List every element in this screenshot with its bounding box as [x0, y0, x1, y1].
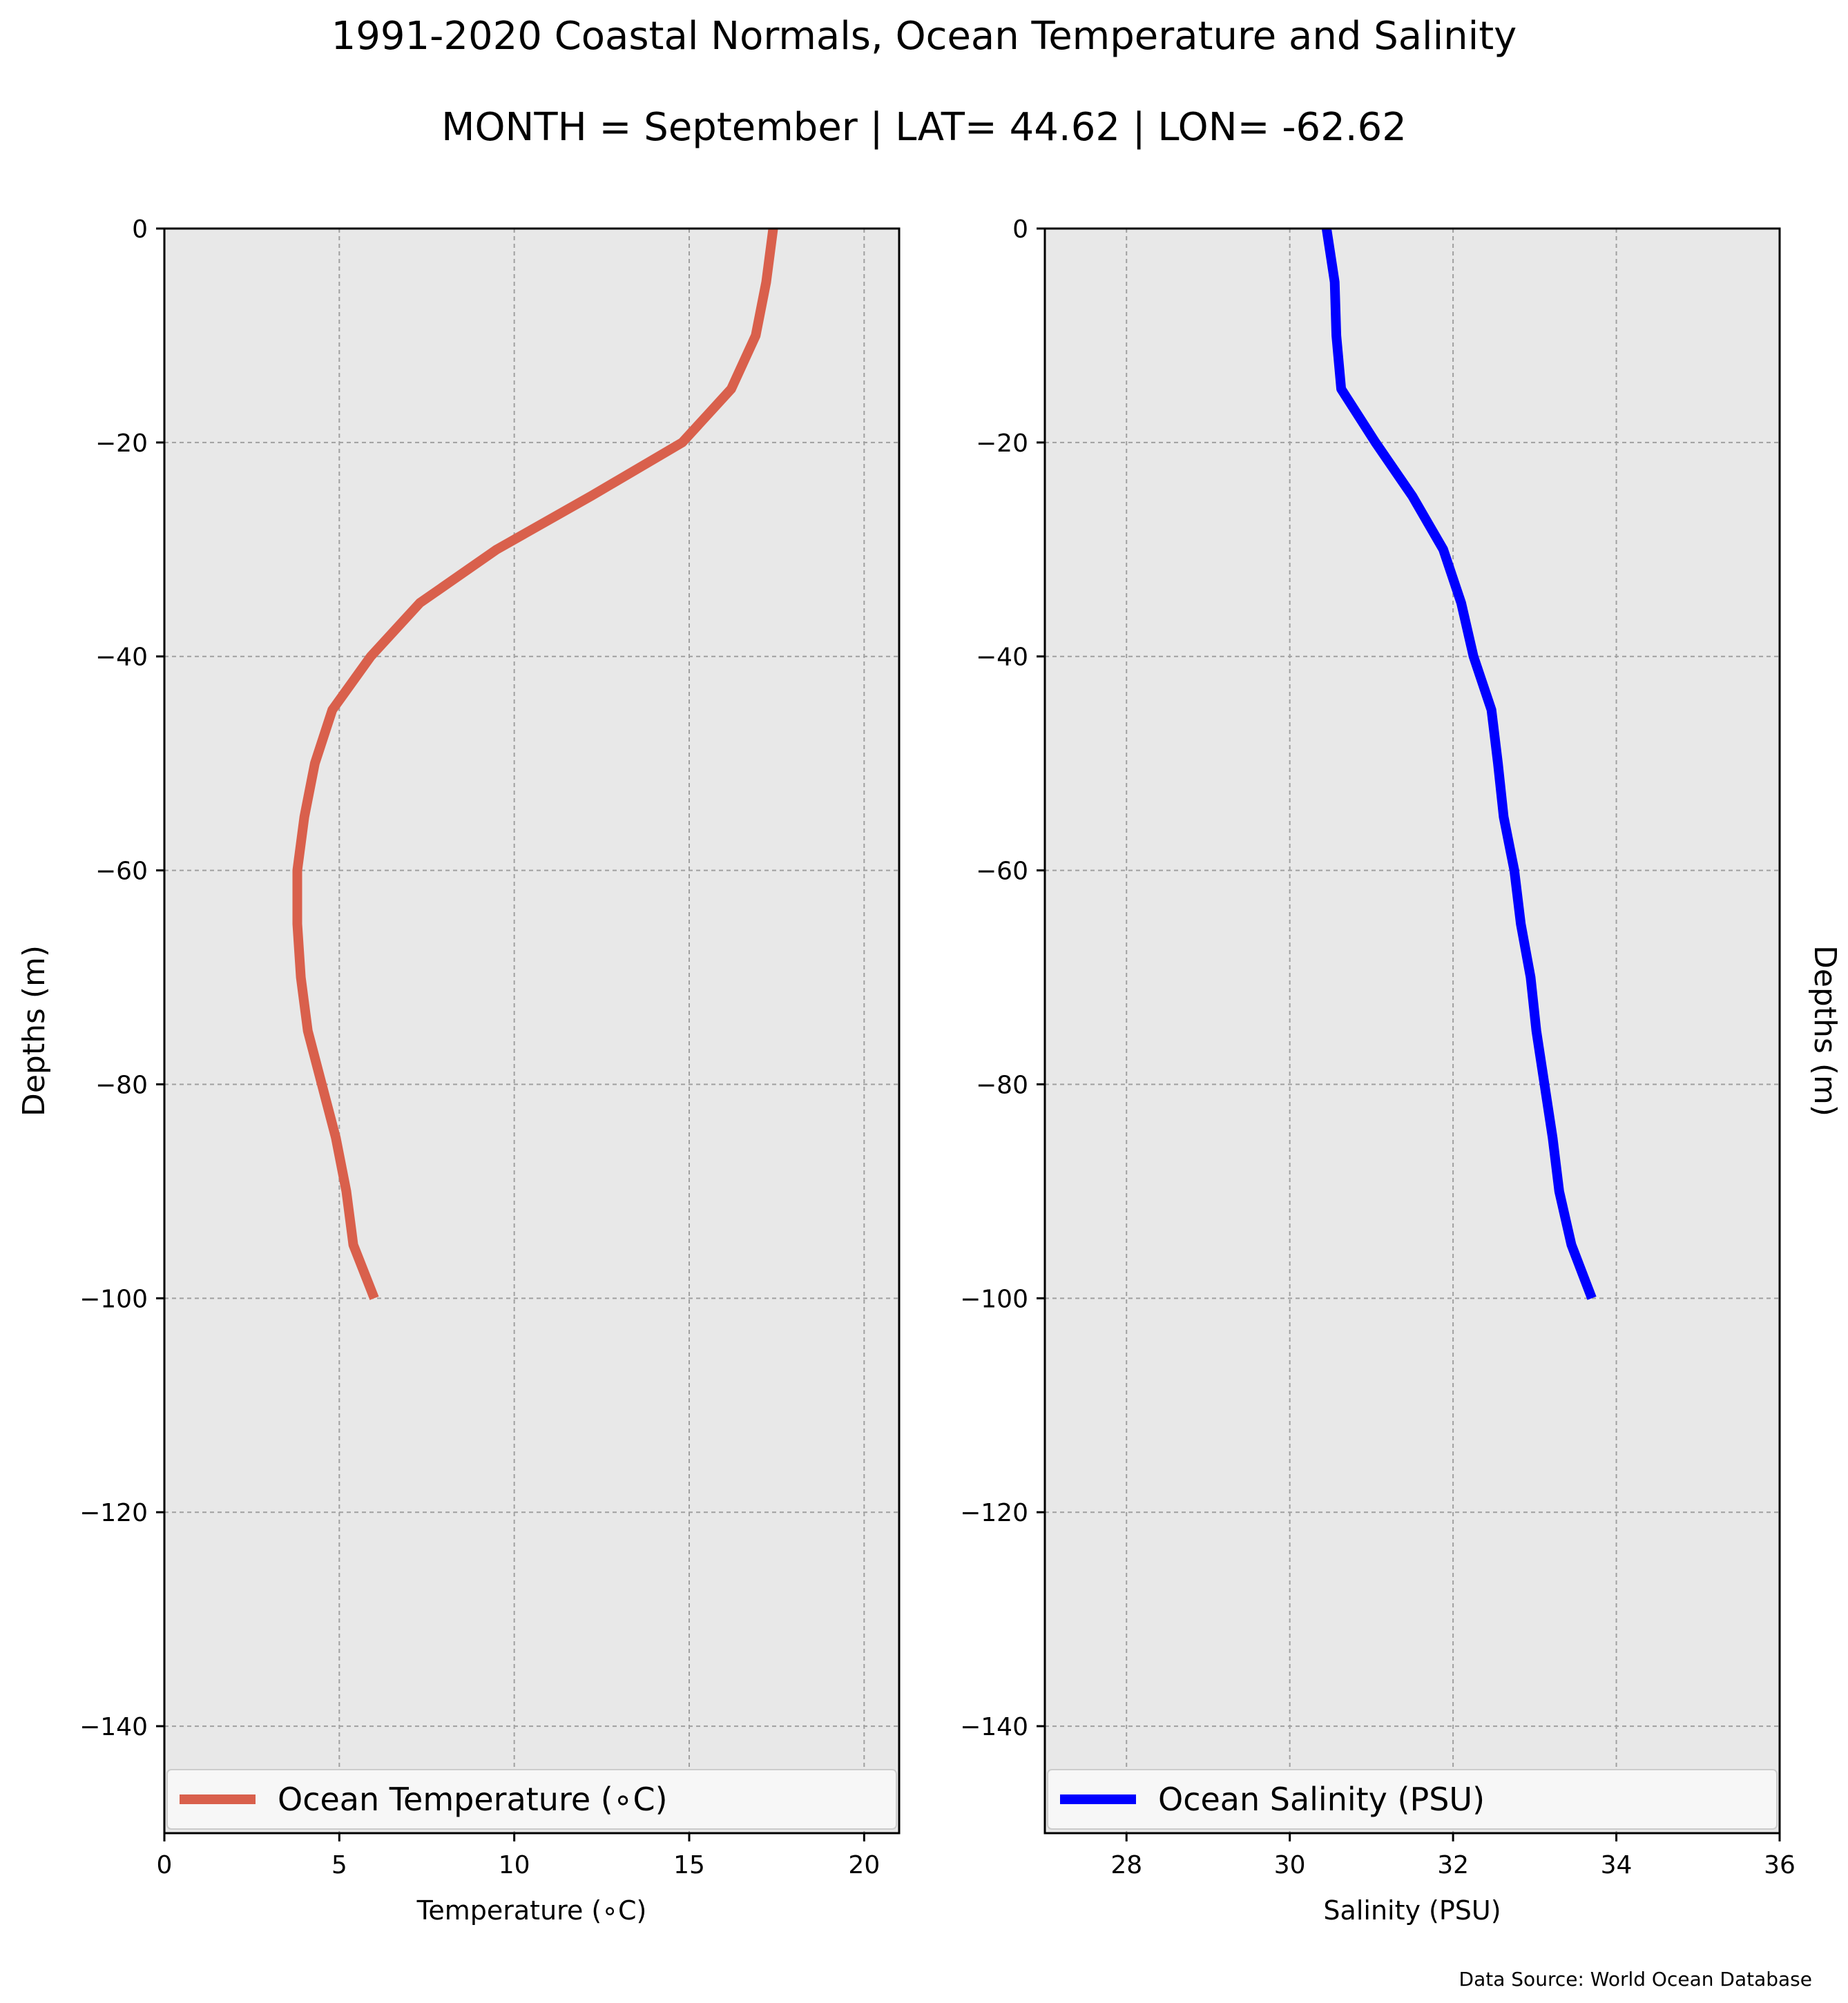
x-tick-label: 10	[499, 1851, 530, 1879]
x-tick-label: 36	[1764, 1851, 1796, 1879]
y-tick-label: −140	[960, 1713, 1028, 1741]
y-axis-label: Depths (m)	[17, 945, 52, 1116]
y-tick-label: −120	[960, 1499, 1028, 1527]
series-line-temperature	[292, 228, 778, 1300]
temperature-panel: Ocean Temperature (∘C) 0 5 10 15 20 0 −20 −40 −60…	[17, 215, 901, 1926]
salinity-panel: Ocean Salinity (PSU) 28 30 32 34 36 0 −20 −40 −60…	[960, 215, 1842, 1926]
chart-subtitle: MONTH = September | LAT= 44.62 | LON= -6…	[441, 105, 1407, 150]
y-tick-label: −60	[976, 858, 1028, 886]
y-axis-label: Depths (m)	[1807, 945, 1842, 1116]
plot-area	[1045, 229, 1780, 1833]
y-tick-label: −60	[95, 858, 148, 886]
y-tick-label: −120	[79, 1499, 148, 1527]
y-tick-label: −100	[960, 1285, 1028, 1313]
y-tick-label: −140	[79, 1713, 148, 1741]
y-tick-label: 0	[132, 215, 148, 244]
y-tick-label: −40	[95, 644, 148, 672]
x-axis-label: Temperature (∘C)	[416, 1895, 647, 1926]
y-tick-label: −20	[976, 429, 1028, 458]
y-tick-label: −100	[79, 1285, 148, 1313]
x-tick-label: 0	[157, 1851, 173, 1879]
x-tick-label: 5	[331, 1851, 347, 1879]
legend-label: Ocean Salinity (PSU)	[1158, 1781, 1485, 1818]
x-tick-label: 15	[673, 1851, 705, 1879]
y-tick-label: −40	[976, 644, 1028, 672]
axes-frame	[1043, 227, 1781, 1835]
legend-label: Ocean Temperature (∘C)	[278, 1781, 668, 1818]
y-tick-label: −20	[95, 429, 148, 458]
axes-frame	[163, 227, 901, 1835]
data-source-note: Data Source: World Ocean Database	[1459, 1968, 1812, 1991]
series-line-salinity	[1321, 227, 1597, 1300]
x-tick-label: 34	[1601, 1851, 1633, 1879]
y-tick-label: 0	[1012, 215, 1028, 244]
x-tick-label: 28	[1110, 1851, 1142, 1879]
y-tick-label: −80	[976, 1071, 1028, 1099]
x-axis-label: Salinity (PSU)	[1323, 1895, 1501, 1926]
plot-area	[164, 229, 899, 1833]
x-tick-label: 20	[848, 1851, 880, 1879]
x-tick-label: 32	[1437, 1851, 1469, 1879]
legend-box	[1047, 1769, 1778, 1830]
chart-title: 1991-2020 Coastal Normals, Ocean Tempera…	[331, 14, 1517, 59]
legend-box	[166, 1769, 897, 1830]
x-tick-label: 30	[1274, 1851, 1306, 1879]
y-tick-label: −80	[95, 1071, 148, 1099]
